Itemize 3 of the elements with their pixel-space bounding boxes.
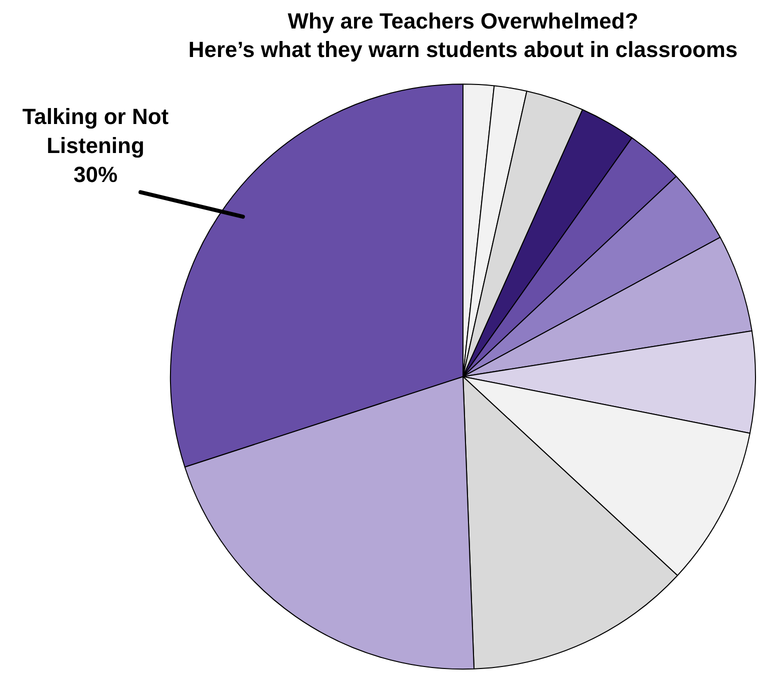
data-label: 30% (73, 162, 118, 187)
chart-title: Why are Teachers Overwhelmed? Here’s what they warn students about in classrooms (188, 8, 738, 62)
slice-label: Talking or Not Listening (22, 104, 170, 158)
